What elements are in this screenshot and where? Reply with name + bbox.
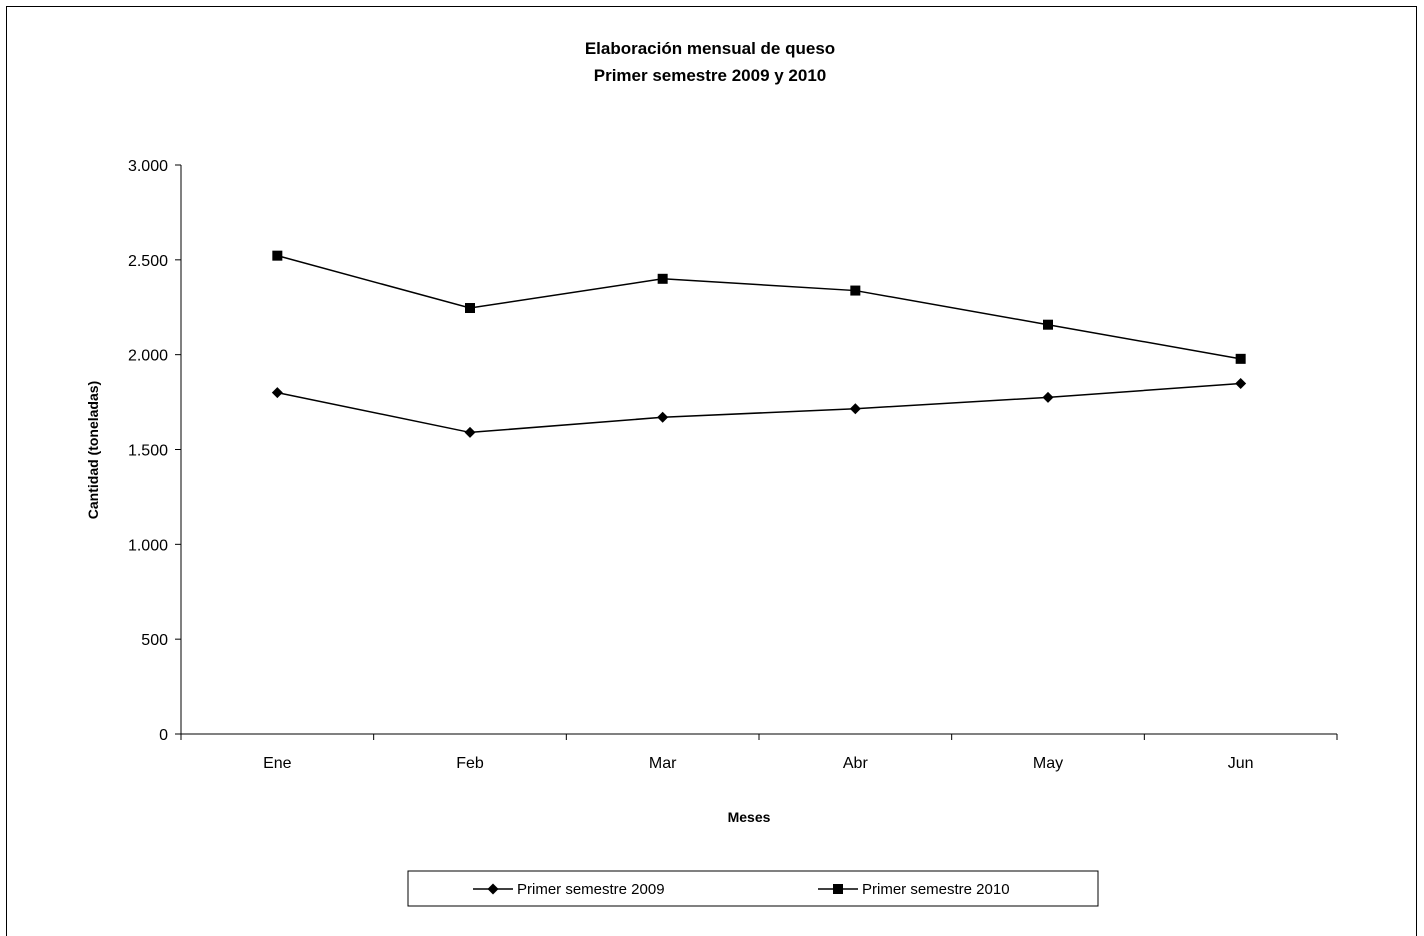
x-tick-label: Ene <box>263 755 292 772</box>
data-point <box>272 250 283 261</box>
series-line <box>277 382 1241 434</box>
data-point <box>850 285 861 296</box>
series-layer <box>271 250 1247 438</box>
y-tick-label: 0 <box>159 727 168 744</box>
y-axis-title: Cantidad (toneladas) <box>85 381 101 519</box>
y-axis: 0 500 1.000 1.500 2.000 2.500 3.000 <box>128 158 182 744</box>
data-point <box>1042 391 1054 403</box>
y-tick-label: 1.000 <box>128 537 168 554</box>
series-1 <box>271 377 1247 438</box>
series-2 <box>272 250 1246 364</box>
legend-label: Primer semestre 2009 <box>517 881 665 898</box>
legend: Primer semestre 2009 Primer semestre 2010 <box>407 870 1099 907</box>
data-point <box>657 273 668 284</box>
x-tick-label: Mar <box>649 755 677 772</box>
chart-title: Elaboración mensual de queso <box>585 39 835 58</box>
y-tick-label: 500 <box>141 632 168 649</box>
y-tick-label: 2.500 <box>128 253 168 270</box>
x-tick-label: May <box>1033 755 1063 772</box>
data-point <box>465 303 475 314</box>
x-tick-label: Jun <box>1228 755 1254 772</box>
chart-frame <box>6 6 1417 936</box>
x-tick-label: Abr <box>843 755 869 772</box>
x-axis-title: Meses <box>728 809 771 825</box>
data-point <box>1235 353 1246 364</box>
data-point <box>1043 319 1053 330</box>
legend-label: Primer semestre 2010 <box>862 881 1010 898</box>
y-tick-label: 2.000 <box>128 348 168 365</box>
legend-marker <box>833 884 843 894</box>
chart-subtitle: Primer semestre 2009 y 2010 <box>594 66 827 85</box>
data-point <box>464 426 476 438</box>
data-point <box>849 403 861 415</box>
legend-marker <box>487 883 499 895</box>
data-point <box>1235 377 1247 389</box>
y-tick-label: 1.500 <box>128 443 168 460</box>
data-point <box>271 387 283 399</box>
series-line <box>277 254 1241 360</box>
legend-box <box>407 870 1099 907</box>
x-axis: Ene Feb Mar Abr May Jun <box>180 733 1338 772</box>
x-tick-label: Feb <box>456 755 484 772</box>
data-point <box>657 411 669 423</box>
y-tick-label: 3.000 <box>128 158 168 175</box>
